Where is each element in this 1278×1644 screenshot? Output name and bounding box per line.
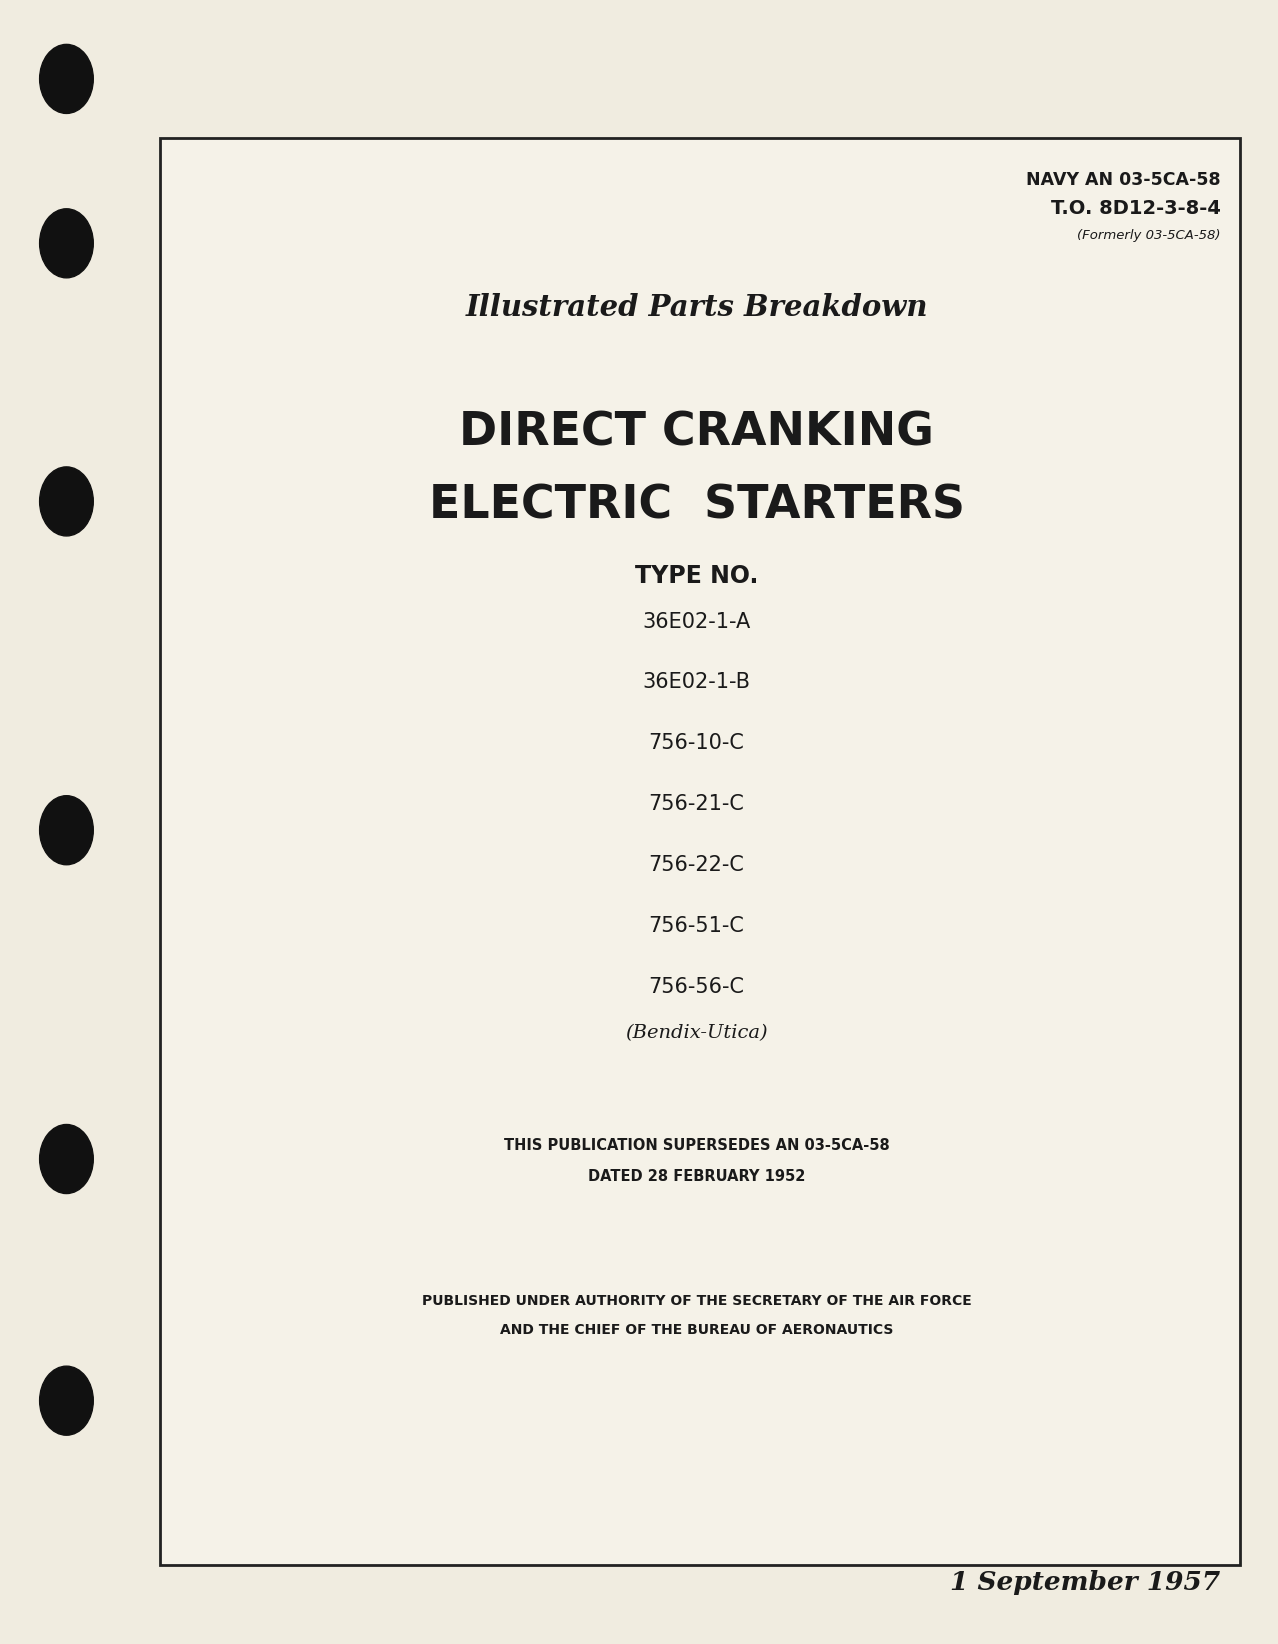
Text: 756-21-C: 756-21-C xyxy=(648,794,745,814)
Circle shape xyxy=(40,1124,93,1194)
Text: THIS PUBLICATION SUPERSEDES AN 03-5CA-58: THIS PUBLICATION SUPERSEDES AN 03-5CA-58 xyxy=(504,1138,889,1152)
Text: DIRECT CRANKING: DIRECT CRANKING xyxy=(459,411,934,455)
Circle shape xyxy=(40,1366,93,1435)
Text: (Bendix-Utica): (Bendix-Utica) xyxy=(625,1024,768,1042)
Bar xyxy=(160,138,1240,1565)
Text: NAVY AN 03-5CA-58: NAVY AN 03-5CA-58 xyxy=(1026,171,1220,189)
Text: Illustrated Parts Breakdown: Illustrated Parts Breakdown xyxy=(465,293,928,322)
Text: 756-56-C: 756-56-C xyxy=(648,977,745,996)
Text: 756-22-C: 756-22-C xyxy=(648,855,745,875)
Circle shape xyxy=(40,209,93,278)
Text: (Formerly 03-5CA-58): (Formerly 03-5CA-58) xyxy=(1077,229,1220,242)
Circle shape xyxy=(40,796,93,865)
Circle shape xyxy=(40,467,93,536)
Text: ELECTRIC  STARTERS: ELECTRIC STARTERS xyxy=(428,483,965,528)
Circle shape xyxy=(40,44,93,113)
Text: T.O. 8D12-3-8-4: T.O. 8D12-3-8-4 xyxy=(1051,199,1220,219)
Text: 756-10-C: 756-10-C xyxy=(648,733,745,753)
Text: 1 September 1957: 1 September 1957 xyxy=(951,1570,1220,1595)
Text: 36E02-1-A: 36E02-1-A xyxy=(643,612,750,631)
Text: 756-51-C: 756-51-C xyxy=(648,916,745,935)
Text: DATED 28 FEBRUARY 1952: DATED 28 FEBRUARY 1952 xyxy=(588,1169,805,1184)
Text: TYPE NO.: TYPE NO. xyxy=(635,564,758,589)
Text: PUBLISHED UNDER AUTHORITY OF THE SECRETARY OF THE AIR FORCE: PUBLISHED UNDER AUTHORITY OF THE SECRETA… xyxy=(422,1294,971,1309)
Text: 36E02-1-B: 36E02-1-B xyxy=(643,672,750,692)
Text: AND THE CHIEF OF THE BUREAU OF AERONAUTICS: AND THE CHIEF OF THE BUREAU OF AERONAUTI… xyxy=(500,1323,893,1338)
